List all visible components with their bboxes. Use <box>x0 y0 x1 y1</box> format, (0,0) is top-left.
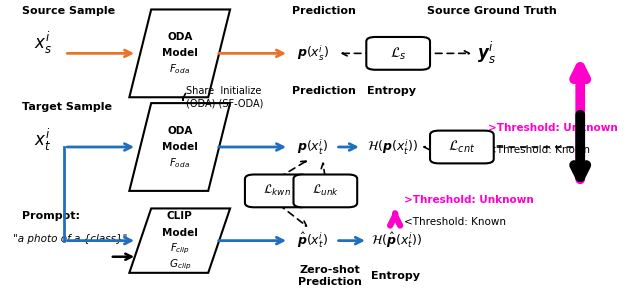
Text: $\mathcal{L}_s$: $\mathcal{L}_s$ <box>390 45 406 61</box>
Text: ODA: ODA <box>167 126 193 136</box>
Text: <Threshold: Known: <Threshold: Known <box>488 145 589 155</box>
Text: $\mathcal{L}_{unk}$: $\mathcal{L}_{unk}$ <box>312 183 339 198</box>
Text: $\boldsymbol{p}(x_t^i)$: $\boldsymbol{p}(x_t^i)$ <box>297 137 328 157</box>
Text: Source Ground Truth: Source Ground Truth <box>427 6 557 16</box>
Text: Prediction: Prediction <box>292 86 356 96</box>
Polygon shape <box>129 103 230 191</box>
FancyBboxPatch shape <box>366 37 430 70</box>
Text: >Threshold: Unknown: >Threshold: Unknown <box>404 195 534 205</box>
Text: Model: Model <box>162 49 198 59</box>
Text: <Threshold: Known: <Threshold: Known <box>404 217 506 227</box>
Text: Share  Initialize
(ODA) (SF-ODA): Share Initialize (ODA) (SF-ODA) <box>186 86 263 108</box>
Polygon shape <box>129 9 230 97</box>
Text: $x_s^i$: $x_s^i$ <box>34 30 52 56</box>
Text: $\boldsymbol{p}(x_s^i)$: $\boldsymbol{p}(x_s^i)$ <box>297 44 329 63</box>
Text: $x_t^i$: $x_t^i$ <box>34 127 51 153</box>
Text: Model: Model <box>162 228 198 238</box>
Text: Entropy: Entropy <box>367 86 415 96</box>
Text: $\hat{\boldsymbol{p}}(x_t^i)$: $\hat{\boldsymbol{p}}(x_t^i)$ <box>297 231 328 250</box>
FancyBboxPatch shape <box>430 131 493 163</box>
Text: $G_{clip}$: $G_{clip}$ <box>168 258 191 272</box>
Text: $F_{oda}$: $F_{oda}$ <box>169 63 190 76</box>
Text: Source Sample: Source Sample <box>22 6 115 16</box>
Text: Prediction: Prediction <box>292 6 356 16</box>
Text: $F_{oda}$: $F_{oda}$ <box>169 156 190 170</box>
Text: $\mathcal{H}(\hat{\boldsymbol{p}}(x_t^i))$: $\mathcal{H}(\hat{\boldsymbol{p}}(x_t^i)… <box>371 231 422 250</box>
Text: Target Sample: Target Sample <box>22 103 112 113</box>
Text: $\mathcal{L}_{cnt}$: $\mathcal{L}_{cnt}$ <box>448 139 476 155</box>
Text: Prompot:: Prompot: <box>22 211 80 221</box>
Text: Model: Model <box>162 142 198 152</box>
Text: Entropy: Entropy <box>371 271 420 281</box>
Polygon shape <box>129 208 230 273</box>
FancyBboxPatch shape <box>245 175 308 207</box>
Text: $\mathcal{L}_{kwn}$: $\mathcal{L}_{kwn}$ <box>263 183 291 198</box>
Text: CLIP: CLIP <box>167 211 193 221</box>
Text: >Threshold: Unknown: >Threshold: Unknown <box>488 123 618 133</box>
Text: Zero-shot
Prediction: Zero-shot Prediction <box>298 265 362 287</box>
Text: "a photo of a {class}": "a photo of a {class}" <box>13 234 127 244</box>
Text: ODA: ODA <box>167 32 193 42</box>
Text: $\mathcal{H}(\boldsymbol{p}(x_t^i))$: $\mathcal{H}(\boldsymbol{p}(x_t^i))$ <box>367 137 417 157</box>
Text: $\boldsymbol{y}_s^i$: $\boldsymbol{y}_s^i$ <box>477 40 496 66</box>
FancyBboxPatch shape <box>294 175 357 207</box>
Text: $F_{clip}$: $F_{clip}$ <box>170 241 190 256</box>
